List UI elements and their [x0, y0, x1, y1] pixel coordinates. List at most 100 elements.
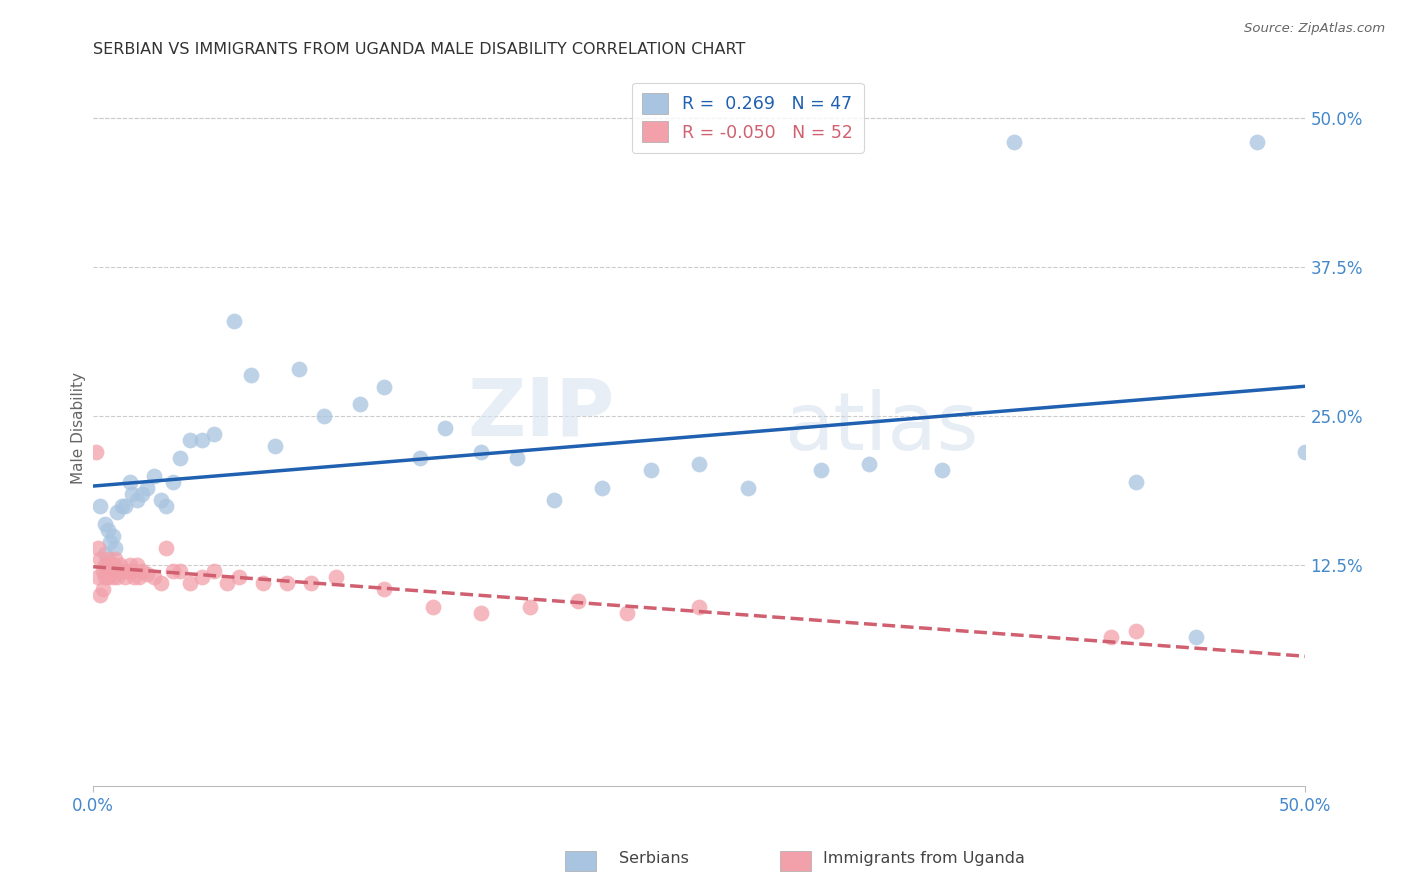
Text: Source: ZipAtlas.com: Source: ZipAtlas.com [1244, 22, 1385, 36]
Point [94, 558, 117, 573]
Point [373, 582, 395, 597]
Point [288, 361, 311, 376]
Point [640, 463, 662, 477]
Point [124, 570, 146, 584]
Point [1125, 624, 1147, 638]
Point [1294, 445, 1316, 459]
Point [98, 565, 121, 579]
Point [91, 582, 114, 597]
Text: SERBIAN VS IMMIGRANTS FROM UGANDA MALE DISABILITY CORRELATION CHART: SERBIAN VS IMMIGRANTS FROM UGANDA MALE D… [93, 42, 745, 57]
Point [688, 457, 710, 471]
Point [543, 492, 565, 507]
Point [1004, 135, 1026, 149]
Point [111, 499, 134, 513]
Point [312, 409, 335, 424]
Point [97, 570, 120, 584]
Point [591, 481, 613, 495]
Point [87, 570, 110, 584]
Point [150, 576, 173, 591]
Point [114, 570, 136, 584]
Point [118, 475, 141, 489]
Point [101, 570, 124, 584]
Point [131, 565, 153, 579]
Point [202, 565, 225, 579]
Point [470, 606, 492, 620]
Point [1185, 630, 1208, 644]
Point [107, 505, 129, 519]
Point [349, 397, 371, 411]
Point [131, 487, 153, 501]
Point [433, 421, 456, 435]
Point [155, 499, 177, 513]
Point [409, 451, 432, 466]
Point [179, 576, 201, 591]
Y-axis label: Male Disability: Male Disability [72, 372, 86, 484]
Point [858, 457, 880, 471]
Point [104, 565, 127, 579]
Point [98, 534, 121, 549]
Point [115, 565, 138, 579]
Point [89, 588, 111, 602]
Text: ZIP: ZIP [467, 375, 614, 453]
Text: atlas: atlas [785, 389, 979, 467]
Point [470, 445, 492, 459]
Point [114, 499, 136, 513]
Point [325, 570, 347, 584]
Point [98, 565, 121, 579]
Point [104, 541, 127, 555]
Point [179, 434, 201, 448]
Point [89, 499, 111, 513]
Point [169, 565, 191, 579]
Point [567, 594, 589, 608]
Point [252, 576, 274, 591]
Point [191, 570, 214, 584]
Text: Serbians: Serbians [619, 851, 689, 865]
Point [142, 570, 165, 584]
Point [264, 439, 287, 453]
Point [222, 314, 245, 328]
Point [202, 427, 225, 442]
Point [688, 600, 710, 615]
Point [135, 481, 157, 495]
Point [111, 565, 134, 579]
Point [737, 481, 759, 495]
Point [125, 558, 148, 573]
Point [125, 492, 148, 507]
Point [191, 434, 214, 448]
Point [616, 606, 638, 620]
Point [91, 565, 114, 579]
Point [162, 475, 184, 489]
Point [101, 558, 124, 573]
Point [89, 552, 111, 566]
Point [94, 570, 117, 584]
Point [422, 600, 444, 615]
Point [142, 469, 165, 483]
Point [94, 547, 117, 561]
Point [162, 565, 184, 579]
Point [94, 516, 117, 531]
Point [121, 487, 143, 501]
Point [104, 552, 127, 566]
Point [1125, 475, 1147, 489]
Point [1246, 135, 1268, 149]
Point [239, 368, 262, 382]
Legend: R =  0.269   N = 47, R = -0.050   N = 52: R = 0.269 N = 47, R = -0.050 N = 52 [631, 83, 863, 153]
Point [299, 576, 322, 591]
Point [97, 523, 120, 537]
Point [810, 463, 832, 477]
Point [155, 541, 177, 555]
Point [276, 576, 298, 591]
Point [519, 600, 541, 615]
Point [228, 570, 250, 584]
Point [506, 451, 529, 466]
Point [84, 445, 107, 459]
Point [1099, 630, 1122, 644]
Point [107, 570, 129, 584]
Point [118, 558, 141, 573]
Point [135, 566, 157, 581]
Point [215, 576, 238, 591]
Point [373, 379, 395, 393]
Text: Immigrants from Uganda: Immigrants from Uganda [823, 851, 1025, 865]
Point [97, 552, 120, 566]
Point [87, 541, 110, 555]
